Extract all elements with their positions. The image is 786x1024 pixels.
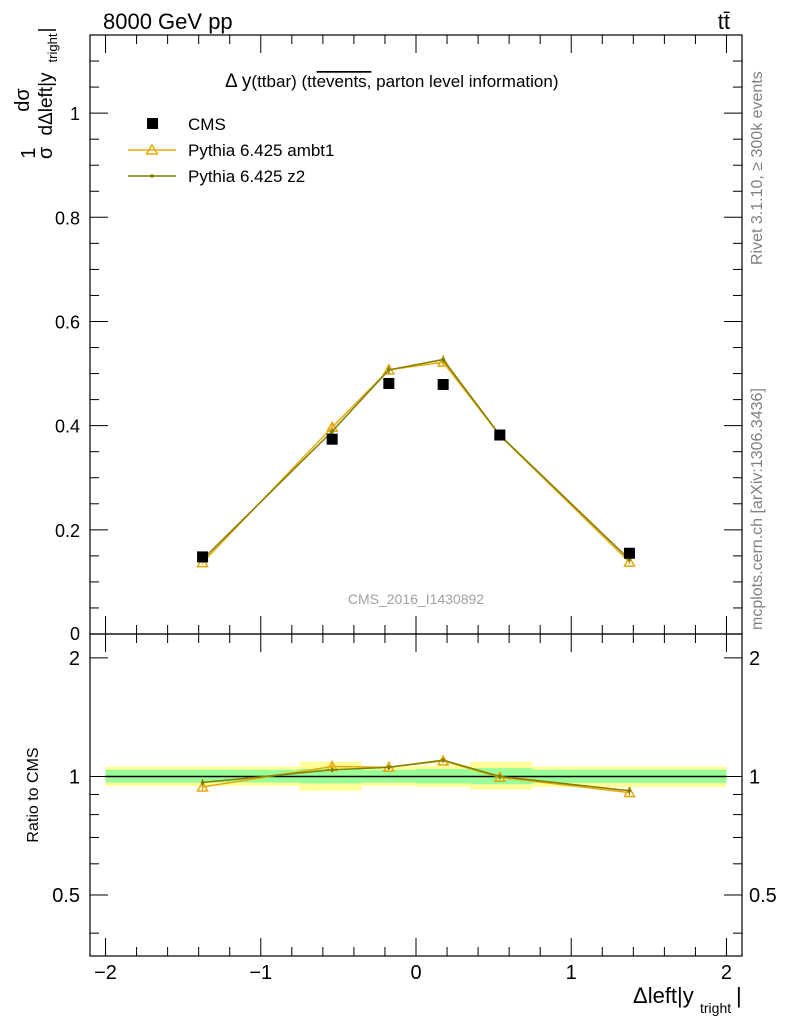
x-tick-label: −1: [249, 962, 272, 984]
ratio-y-tick-label: 1: [69, 766, 80, 788]
source-label: mcplots.cern.ch [arXiv:1306.3436]: [749, 388, 766, 630]
ylabel-denominator: dΔleft|y: [36, 72, 57, 136]
ratio-y-tick-label-right: 2: [749, 648, 760, 670]
ylabel-close: |: [36, 28, 57, 33]
legend-label-cms: CMS: [188, 115, 226, 134]
ratio-y-axis-label: Ratio to CMS: [25, 747, 42, 842]
legend-label-ambt1: Pythia 6.425 ambt1: [188, 141, 334, 160]
x-axis-label: Δleft|y tright |: [633, 983, 742, 1016]
cms-point: [623, 547, 635, 559]
x-tick-label: 1: [566, 962, 577, 984]
z2-line: [202, 358, 630, 561]
z2-point: [330, 429, 334, 434]
main-y-tick-label: 0.2: [55, 521, 80, 541]
ylabel-sigma: σ: [35, 146, 57, 159]
ratio-z2-line: [202, 759, 630, 792]
ratio-y-tick-label: 2: [69, 648, 80, 670]
ratio-plot-frame: [89, 633, 743, 957]
title-events: events,: [317, 72, 372, 91]
title-rest: parton level information): [371, 72, 558, 91]
main-panel: 0.2 0.4 0.6 0.8 1: [55, 34, 743, 635]
xlabel-close: |: [736, 983, 742, 1008]
title-ttbar: (ttbar) (tt: [251, 72, 316, 91]
ratio-ambt1-point: [196, 780, 209, 792]
ylabel-one: 1: [18, 147, 40, 158]
main-y-tick-label: 0.4: [55, 417, 80, 437]
ratio-y-tick-label-right: 1: [749, 766, 760, 788]
main-y-tick-label: 0.6: [55, 312, 80, 332]
cms-point: [437, 379, 449, 391]
z2-point: [387, 368, 391, 372]
title-delta: Δ y: [225, 71, 252, 92]
ratio-ambt1-point: [623, 786, 636, 798]
analysis-watermark: CMS_2016_I1430892: [348, 591, 484, 607]
ratio-z2-point: [200, 780, 205, 785]
main-y-tick-label: 0.8: [55, 208, 80, 228]
legend-marker-z2: [150, 174, 154, 178]
ratio-z2-point: [441, 758, 445, 762]
ylabel-subscript: tright: [45, 33, 60, 62]
ambt1-line: [202, 361, 630, 564]
main-y-tick-label: 1: [70, 104, 80, 124]
ambt1-point: [623, 555, 636, 567]
process-label: tt̄: [718, 9, 730, 34]
ratio-z2-point: [330, 767, 334, 772]
cms-point: [383, 377, 395, 389]
ylabel-dsigma: dσ: [12, 88, 34, 112]
x-tick-label: 0: [410, 962, 421, 984]
ratio-y-tick-label-right: 0.5: [749, 885, 777, 907]
ratio-z2-point: [627, 788, 632, 793]
cms-point: [197, 551, 209, 563]
legend-marker-cms: [147, 118, 158, 129]
main-title: Δ y(ttbar) (ttevents, parton level infor…: [225, 71, 559, 92]
ratio-z2-point: [498, 774, 502, 779]
main-y-axis-label: 1 σ dσ dΔleft|y tright |: [12, 28, 60, 160]
energy-label: 8000 GeV pp: [103, 9, 233, 34]
ratio-panel: −2 −1 0 1 2 0.5 0.5 1 1 2 2: [52, 633, 777, 984]
main-y-tick-label-zero: 0: [70, 624, 80, 644]
x-tick-label: 2: [721, 962, 732, 984]
xlabel-subscript: tright: [700, 1000, 731, 1016]
xlabel-main: Δleft|y: [633, 983, 694, 1008]
svg-text:Δ y(ttbar) (ttevents, parton l: Δ y(ttbar) (ttevents, parton level infor…: [225, 71, 559, 92]
legend: CMS Pythia 6.425 ambt1 Pythia 6.425 z2: [128, 115, 334, 186]
cms-point: [326, 433, 338, 445]
legend-marker-ambt1: [145, 143, 159, 155]
ratio-z2-point: [387, 765, 391, 770]
z2-point: [441, 357, 445, 362]
rivet-version-label: Rivet 3.1.10, ≥ 300k events: [749, 71, 766, 265]
legend-label-z2: Pythia 6.425 z2: [188, 167, 305, 186]
ratio-y-tick-label: 0.5: [52, 885, 80, 907]
x-tick-label: −2: [94, 962, 117, 984]
cms-point: [494, 429, 506, 441]
